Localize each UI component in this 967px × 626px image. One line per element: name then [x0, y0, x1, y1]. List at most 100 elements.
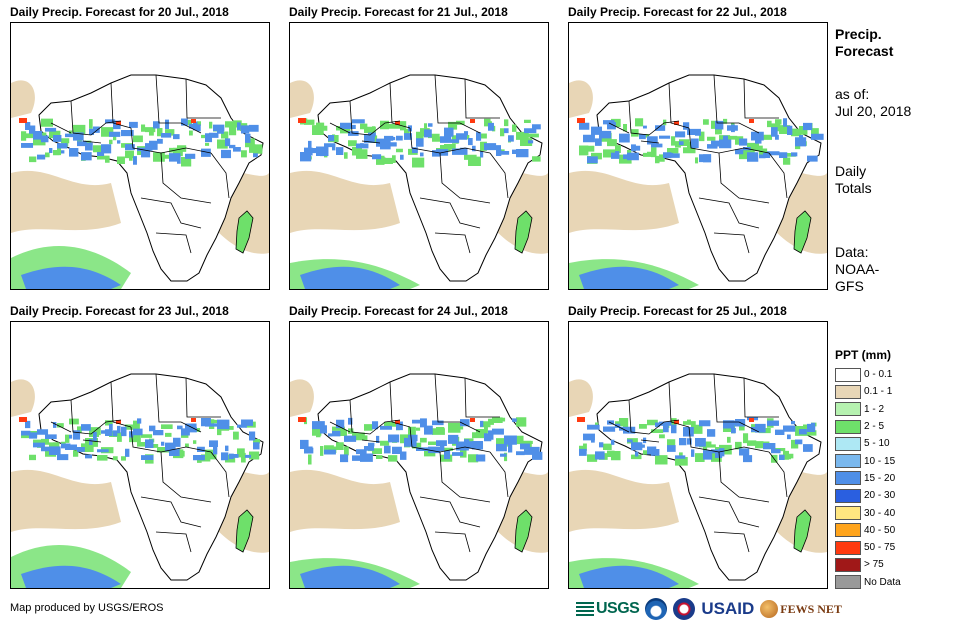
usgs-logo: USGS: [576, 600, 640, 618]
legend-item: 10 - 15: [835, 452, 901, 469]
legend-label: 10 - 15: [864, 455, 896, 467]
country-border: [713, 531, 750, 553]
drizzle-area: [290, 379, 548, 553]
legend-item: 40 - 50: [835, 522, 901, 539]
country-border: [155, 232, 192, 254]
madagascar-outline: [235, 210, 254, 254]
africa-map: [11, 74, 269, 289]
rain-belt-light: [300, 417, 539, 465]
sidebar-data-line2: NOAA-: [835, 261, 880, 277]
country-border: [434, 232, 471, 254]
logo-strip: USGS USAID FEWS NET: [576, 595, 842, 623]
legend-swatch: [835, 367, 861, 382]
storm-band-core: [579, 565, 679, 588]
country-border: [698, 197, 760, 229]
africa-map: [569, 373, 827, 588]
map-panel-3: [568, 22, 828, 290]
rain-belt-heavy: [21, 118, 259, 165]
country-border: [628, 399, 680, 435]
sidebar-daily-line2: Totals: [835, 180, 872, 196]
country-border: [489, 152, 509, 199]
rain-belt-heavy: [579, 118, 824, 164]
africa-outline: [596, 74, 822, 282]
legend-swatch: [835, 436, 861, 451]
map-credit: Map produced by USGS/EROS: [10, 602, 164, 614]
sidebar-daily-line1: Daily: [835, 163, 867, 179]
legend-label: 15 - 20: [864, 472, 896, 484]
country-border: [489, 451, 509, 498]
legend-item: > 75: [835, 556, 901, 573]
africa-map: [11, 373, 269, 588]
sidebar-title-line2: Forecast: [835, 43, 894, 59]
panel-title-2: Daily Precip. Forecast for 21 Jul., 2018: [289, 5, 508, 19]
storm-band-core: [21, 565, 121, 588]
rain-belt-heavy: [579, 417, 816, 463]
sidebar-asof-date: Jul 20, 2018: [835, 103, 912, 119]
map-panel-2: [289, 22, 549, 290]
legend-label: 0 - 0.1: [864, 369, 893, 381]
africa-map: [569, 74, 827, 289]
country-border: [389, 82, 411, 129]
legend-label: 0.1 - 1: [864, 386, 893, 398]
sidebar-asof: as of: Jul 20, 2018: [835, 86, 911, 120]
country-border: [608, 122, 660, 144]
country-border: [439, 152, 491, 204]
noaa-logo-icon: [645, 598, 668, 620]
rain-belt-light: [21, 418, 261, 464]
country-border: [668, 82, 690, 129]
country-border: [464, 377, 500, 418]
legend-label: 1 - 2: [864, 403, 885, 415]
country-border: [70, 100, 122, 136]
storm-band-core: [300, 565, 400, 588]
country-border: [155, 373, 202, 433]
africa-map: [290, 373, 548, 588]
country-border: [743, 78, 779, 119]
panel-title-3: Daily Precip. Forecast for 22 Jul., 2018: [568, 5, 787, 19]
legend-label: 50 - 75: [864, 542, 896, 554]
country-border: [160, 152, 212, 204]
country-border: [50, 421, 102, 443]
sidebar-title: Precip. Forecast: [835, 26, 893, 60]
country-border: [210, 451, 230, 498]
country-border: [628, 100, 680, 136]
map-panel-4: [10, 321, 270, 589]
country-border: [329, 421, 381, 443]
panel-title-6: Daily Precip. Forecast for 25 Jul., 2018: [568, 304, 787, 318]
country-border: [713, 373, 760, 433]
country-border: [70, 399, 122, 435]
country-border: [50, 122, 102, 144]
country-border: [140, 197, 202, 229]
country-border: [155, 531, 192, 553]
legend-item: 20 - 30: [835, 487, 901, 504]
storm-band-core: [21, 266, 121, 289]
legend-swatch: [835, 402, 861, 417]
legend-label: 5 - 10: [864, 438, 890, 450]
country-border: [155, 74, 202, 134]
storm-band-core: [300, 266, 400, 289]
panel-title-5: Daily Precip. Forecast for 24 Jul., 2018: [289, 304, 508, 318]
madagascar-outline: [793, 210, 812, 254]
country-border: [768, 152, 788, 199]
map-panel-1: [10, 22, 270, 290]
country-border: [434, 531, 471, 553]
country-border: [668, 381, 690, 428]
rain-belt-heavy: [300, 417, 543, 463]
country-border: [434, 74, 481, 134]
country-border: [768, 451, 788, 498]
legend-item: 50 - 75: [835, 539, 901, 556]
drizzle-area: [290, 80, 548, 254]
country-border: [434, 373, 481, 433]
drizzle-area: [569, 379, 827, 553]
usaid-seal-icon: [673, 598, 696, 620]
fews-globe-icon: [760, 600, 779, 618]
madagascar-outline: [514, 210, 533, 254]
africa-outline: [317, 74, 543, 282]
sidebar-title-line1: Precip.: [835, 26, 882, 42]
sidebar-data-line3: GFS: [835, 278, 864, 294]
legend-item: No Data: [835, 574, 901, 591]
legend-item: 2 - 5: [835, 418, 901, 435]
legend-label: No Data: [864, 576, 901, 588]
legend-swatch: [835, 384, 861, 399]
country-border: [718, 451, 770, 503]
legend-item: 0.1 - 1: [835, 383, 901, 400]
